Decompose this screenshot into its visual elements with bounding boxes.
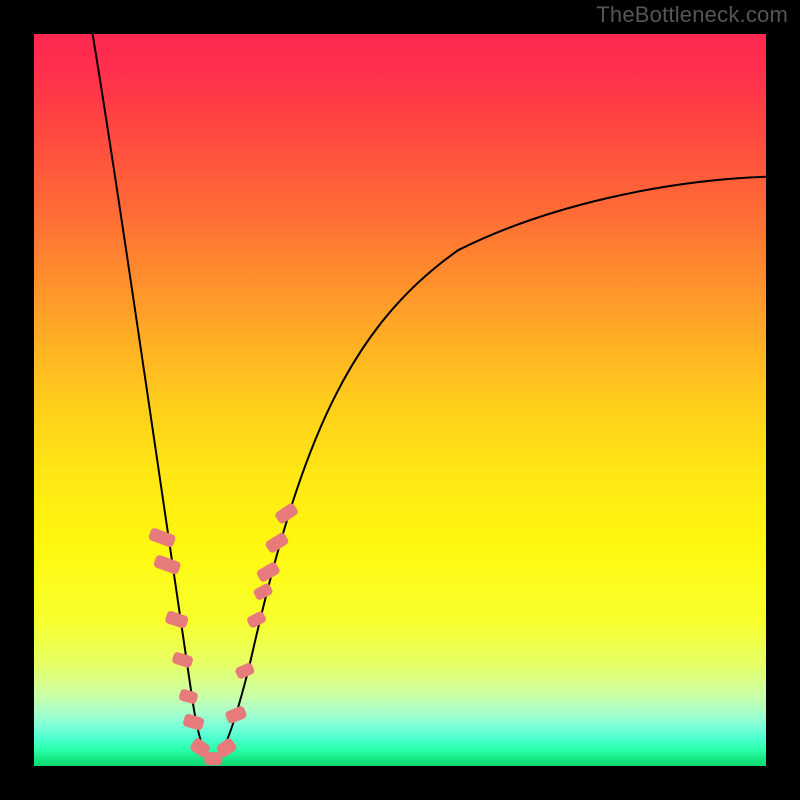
- bottleneck-curve: [93, 34, 766, 760]
- data-marker: [234, 662, 255, 680]
- data-marker: [148, 527, 177, 548]
- data-marker: [246, 610, 267, 629]
- watermark-text: TheBottleneck.com: [596, 2, 788, 28]
- data-marker: [204, 752, 222, 765]
- plot-frame: [34, 34, 766, 766]
- stage: TheBottleneck.com: [0, 0, 800, 800]
- data-marker: [164, 610, 189, 629]
- data-marker: [264, 531, 290, 554]
- data-marker: [224, 705, 247, 725]
- data-marker: [182, 713, 205, 731]
- data-marker: [255, 561, 281, 583]
- curve-layer: [34, 34, 766, 766]
- marker-group: [148, 502, 300, 765]
- data-marker: [153, 554, 182, 575]
- data-marker: [178, 688, 199, 704]
- data-marker: [171, 651, 194, 668]
- data-marker: [252, 582, 274, 601]
